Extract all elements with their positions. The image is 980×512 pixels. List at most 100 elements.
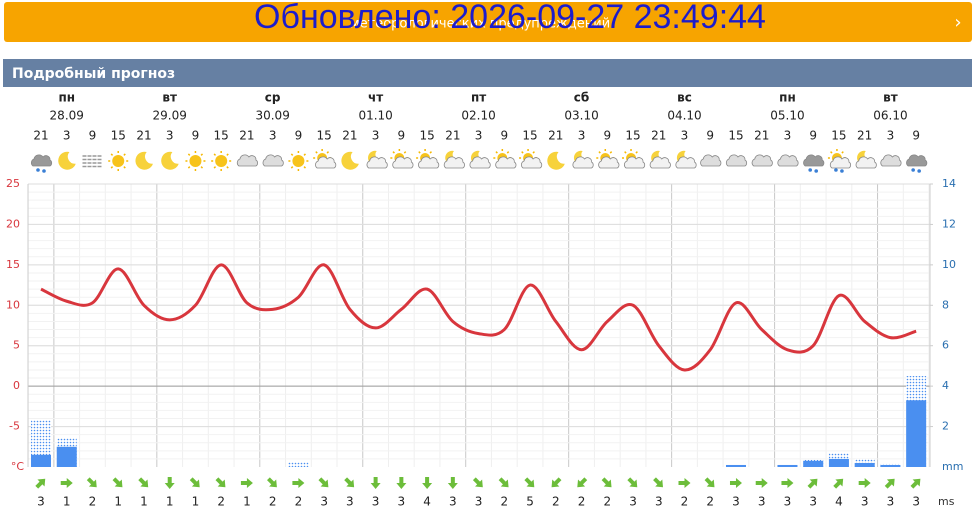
y2-tick-label: 2 xyxy=(942,420,949,433)
wind-speed: 2 xyxy=(217,495,225,509)
sun-ray xyxy=(624,151,627,154)
sun-ray xyxy=(521,151,524,154)
sun-ray xyxy=(841,151,844,154)
day-name: сб xyxy=(574,91,590,105)
y-unit: °C xyxy=(11,460,25,473)
wind-arrow-shape xyxy=(344,477,355,488)
wind-arrow-shape xyxy=(267,477,277,488)
day-date: 29.09 xyxy=(153,109,187,123)
cloud xyxy=(751,154,773,167)
wind-arrow xyxy=(112,477,123,488)
sun-ray xyxy=(830,151,833,154)
wind-arrow xyxy=(422,477,433,489)
weather-icon xyxy=(547,151,565,170)
weather-icon xyxy=(906,154,928,173)
weather-icon xyxy=(211,151,232,171)
panel-header xyxy=(3,59,972,87)
wind-arrow-shape xyxy=(653,477,664,488)
cloud xyxy=(495,156,517,169)
precip-bar xyxy=(803,460,824,467)
wind-speed: 3 xyxy=(887,495,895,509)
hour-label: 15 xyxy=(316,129,331,143)
hour-label: 21 xyxy=(548,129,563,143)
weather-icon xyxy=(675,150,697,169)
hour-label: 15 xyxy=(522,129,537,143)
weather-icon xyxy=(469,150,491,169)
day-date: 04.10 xyxy=(667,109,701,123)
wind-arrow-shape xyxy=(318,477,329,488)
wind-speed: 2 xyxy=(89,495,97,509)
weather-icon xyxy=(416,149,440,169)
wind-arrow xyxy=(858,478,871,488)
day-date: 01.10 xyxy=(358,109,392,123)
hour-label: 15 xyxy=(625,129,640,143)
hour-label: 3 xyxy=(372,129,380,143)
day-date: 03.10 xyxy=(564,109,598,123)
hour-label: 21 xyxy=(136,129,151,143)
wind-arrow-shape xyxy=(447,477,458,489)
weather-icon xyxy=(108,151,129,171)
weather-icon xyxy=(288,151,309,171)
wind-arrow-shape xyxy=(910,478,921,489)
wind-arrow-shape xyxy=(524,477,535,488)
updated-text: Обновлено: 2026-09-27 23:49:44 xyxy=(254,0,766,36)
hour-label: 3 xyxy=(63,129,71,143)
cloud xyxy=(624,156,646,169)
wind-speed: 2 xyxy=(295,495,303,509)
wind-arrow xyxy=(215,477,226,488)
sun-ray xyxy=(226,153,229,156)
wind-arrow-shape xyxy=(35,478,46,489)
wind-arrow-shape xyxy=(755,478,768,488)
weather-icon xyxy=(236,154,258,167)
cloud xyxy=(725,154,748,167)
sun-ray xyxy=(303,166,307,169)
cloud xyxy=(418,156,440,169)
cloud xyxy=(392,156,414,169)
sun-ray xyxy=(123,153,126,156)
weather-icon xyxy=(777,154,799,167)
cloud xyxy=(675,156,697,169)
wind-speed: 3 xyxy=(912,495,920,509)
weather-icon xyxy=(880,154,902,167)
rain-drop xyxy=(36,168,40,172)
hour-label: 9 xyxy=(89,129,97,143)
y2-tick-label: 14 xyxy=(942,177,956,190)
temperature-line xyxy=(40,263,917,372)
weather-icon xyxy=(366,150,388,169)
y2-tick-label: 12 xyxy=(942,217,956,230)
weather-icon xyxy=(803,154,825,173)
moon xyxy=(135,151,153,170)
sun-ray xyxy=(213,166,217,169)
wind-speed: 2 xyxy=(603,495,611,509)
day-name: вс xyxy=(677,91,692,105)
sun-ray xyxy=(110,166,114,169)
hour-label: 9 xyxy=(706,129,714,143)
day-date: 02.10 xyxy=(461,109,495,123)
hour-label: 21 xyxy=(239,129,254,143)
cloud xyxy=(443,156,465,169)
weather-icon xyxy=(572,150,594,169)
wind-arrow xyxy=(267,477,277,488)
hour-label: 3 xyxy=(887,129,895,143)
wind-arrow xyxy=(164,477,175,489)
wind-arrow xyxy=(472,477,483,488)
wind-speed: 1 xyxy=(192,495,200,509)
warning-banner[interactable] xyxy=(4,2,972,42)
wind-arrow-shape xyxy=(370,477,381,489)
hour-label: 9 xyxy=(500,129,508,143)
sun-ray xyxy=(187,153,191,156)
wind-arrow-shape xyxy=(112,477,123,488)
cloud xyxy=(803,154,825,167)
sun-ray xyxy=(187,166,191,169)
y2-tick-label: 4 xyxy=(942,379,949,392)
wind-arrow-shape xyxy=(781,478,794,488)
hour-label: 9 xyxy=(603,129,611,143)
wind-arrow-shape xyxy=(678,478,691,488)
wind-speed: 2 xyxy=(500,495,508,509)
wind-arrow xyxy=(60,478,73,488)
wind-speed: 3 xyxy=(784,495,792,509)
precip-bar xyxy=(725,464,746,467)
hour-label: 3 xyxy=(784,129,792,143)
cloud xyxy=(880,154,902,167)
wind-arrow xyxy=(884,478,895,489)
